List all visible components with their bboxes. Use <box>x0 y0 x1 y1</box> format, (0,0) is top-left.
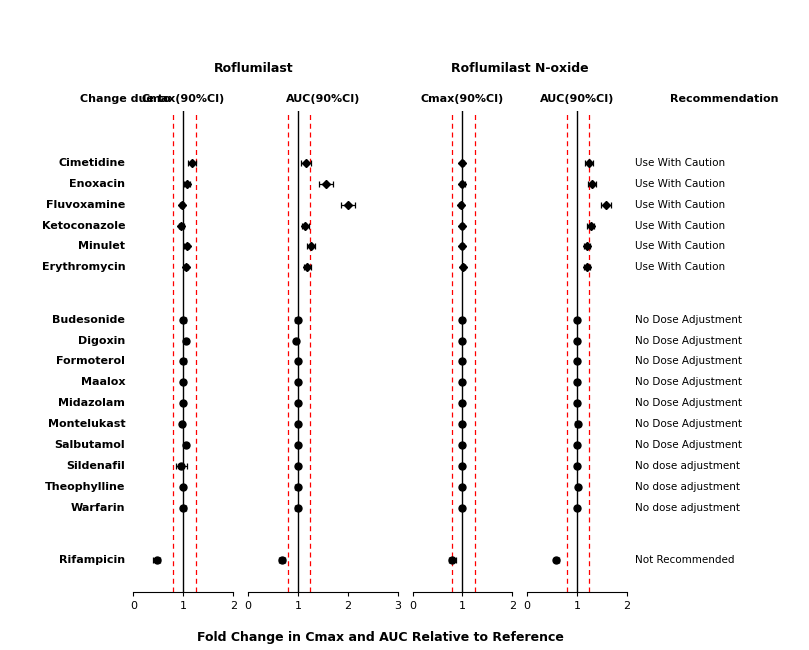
Text: Midazolam: Midazolam <box>58 398 125 408</box>
Text: Use With Caution: Use With Caution <box>635 158 726 168</box>
Text: Use With Caution: Use With Caution <box>635 241 726 252</box>
Text: No Dose Adjustment: No Dose Adjustment <box>635 419 743 429</box>
Text: Not Recommended: Not Recommended <box>635 555 735 565</box>
Text: No Dose Adjustment: No Dose Adjustment <box>635 356 743 367</box>
Text: Use With Caution: Use With Caution <box>635 200 726 209</box>
Text: Enoxacin: Enoxacin <box>69 179 125 188</box>
Text: AUC(90%CI): AUC(90%CI) <box>540 94 614 104</box>
Text: No Dose Adjustment: No Dose Adjustment <box>635 440 743 450</box>
Text: Montelukast: Montelukast <box>48 419 125 429</box>
Text: Budesonide: Budesonide <box>53 315 125 324</box>
Text: Cmax(90%CI): Cmax(90%CI) <box>142 94 225 104</box>
Text: No dose adjustment: No dose adjustment <box>635 482 740 492</box>
Text: Use With Caution: Use With Caution <box>635 220 726 231</box>
Text: Warfarin: Warfarin <box>70 503 125 513</box>
Text: No Dose Adjustment: No Dose Adjustment <box>635 398 743 408</box>
Text: Theophylline: Theophylline <box>44 482 125 492</box>
Text: Maalox: Maalox <box>81 378 125 387</box>
Text: Use With Caution: Use With Caution <box>635 263 726 272</box>
Text: Erythromycin: Erythromycin <box>41 263 125 272</box>
Text: Sildenafil: Sildenafil <box>66 461 125 471</box>
Text: Digoxin: Digoxin <box>78 335 125 346</box>
Text: Cimetidine: Cimetidine <box>58 158 125 168</box>
Text: Rifampicin: Rifampicin <box>59 555 125 565</box>
Text: Ketoconazole: Ketoconazole <box>41 220 125 231</box>
Text: No Dose Adjustment: No Dose Adjustment <box>635 378 743 387</box>
Text: Minulet: Minulet <box>78 241 125 252</box>
Text: Fluvoxamine: Fluvoxamine <box>46 200 125 209</box>
Text: No Dose Adjustment: No Dose Adjustment <box>635 315 743 324</box>
Text: No Dose Adjustment: No Dose Adjustment <box>635 335 743 346</box>
Text: AUC(90%CI): AUC(90%CI) <box>286 94 360 104</box>
Text: Use With Caution: Use With Caution <box>635 179 726 188</box>
Text: Roflumilast: Roflumilast <box>214 62 293 75</box>
Text: Formoterol: Formoterol <box>57 356 125 367</box>
Text: Cmax(90%CI): Cmax(90%CI) <box>421 94 504 104</box>
Text: Fold Change in Cmax and AUC Relative to Reference: Fold Change in Cmax and AUC Relative to … <box>197 630 564 644</box>
Text: Change due to: Change due to <box>80 94 171 104</box>
Text: No dose adjustment: No dose adjustment <box>635 461 740 471</box>
Text: Recommendation: Recommendation <box>670 94 778 104</box>
Text: Salbutamol: Salbutamol <box>54 440 125 450</box>
Text: No dose adjustment: No dose adjustment <box>635 503 740 513</box>
Text: Roflumilast N-oxide: Roflumilast N-oxide <box>451 62 589 75</box>
